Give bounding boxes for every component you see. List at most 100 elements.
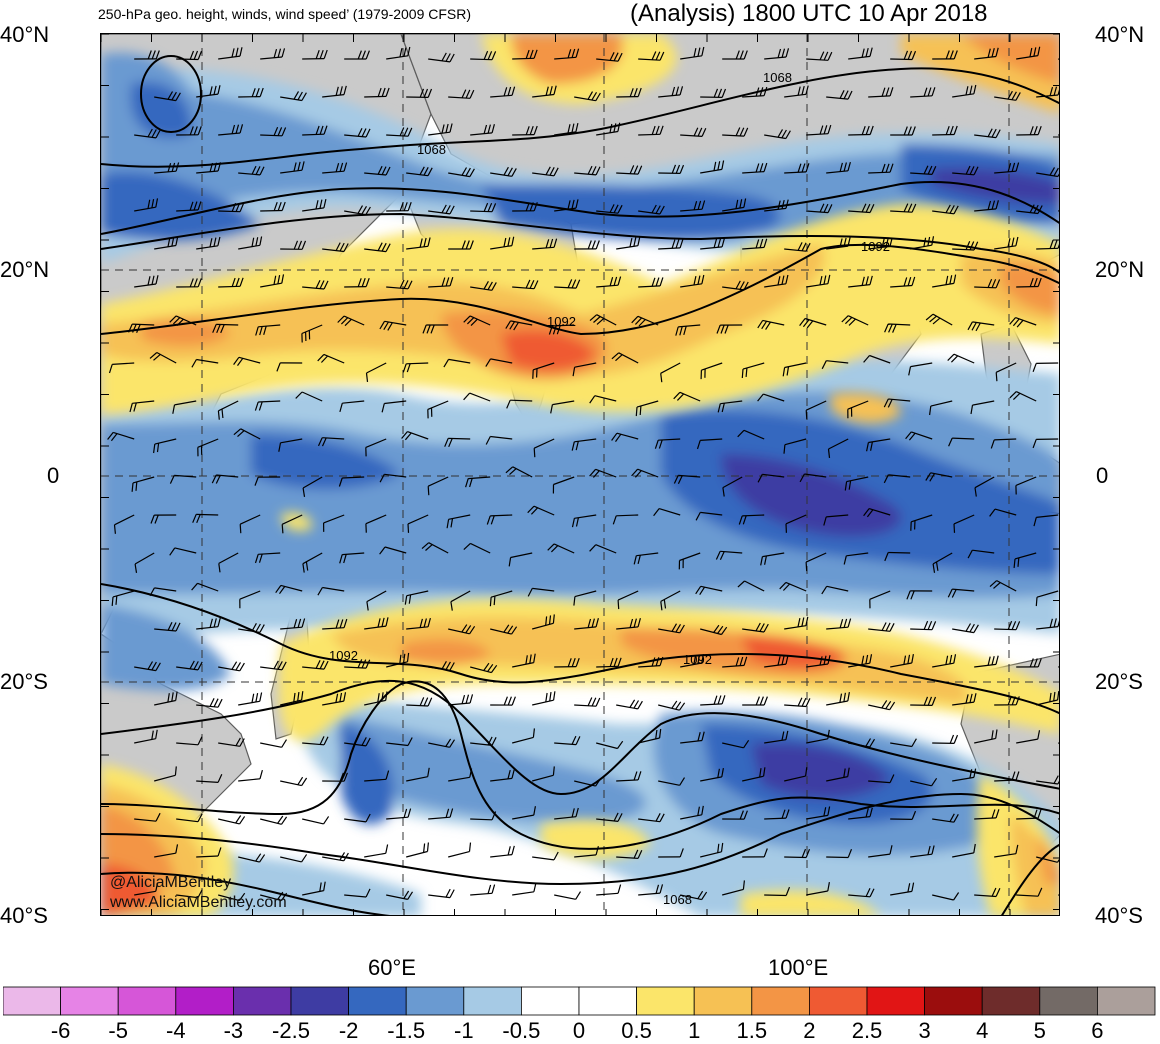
wind-barb-feather: [721, 626, 728, 635]
wind-barb-feather: [487, 124, 491, 134]
wind-barb-feather: [427, 237, 431, 247]
colorbar-swatch: [578, 986, 637, 1016]
wind-barb-feather: [1053, 691, 1056, 701]
wind-barb-feather: [721, 88, 727, 98]
wind-barb-feather: [302, 487, 306, 497]
wind-barb-feather: [505, 466, 514, 474]
wind-barb-feather: [617, 657, 622, 667]
wind-barb-feather: [419, 618, 423, 628]
wind-barb-feather: [155, 50, 160, 60]
wind-barb-feather: [763, 86, 768, 96]
wind-barb-feather: [844, 316, 853, 325]
colorbar-swatch: [809, 986, 868, 1016]
wind-barb-feather: [761, 320, 768, 330]
wind-barb-feather: [806, 320, 814, 329]
wind-barb-feather: [192, 514, 197, 523]
wind-barb-feather: [660, 373, 663, 383]
wind-barb-feather: [631, 315, 639, 324]
wind-barb-feather: [487, 663, 494, 672]
wind-barb-feather: [673, 475, 679, 484]
colorbar-swatch: [175, 986, 234, 1016]
wind-barb-feather: [591, 618, 595, 628]
wind-barb-feather: [259, 624, 265, 633]
wind-barb-feather: [507, 846, 511, 856]
wind-barb-feather: [233, 428, 242, 436]
wind-barb-feather: [403, 280, 409, 289]
wind-barb-feather: [595, 697, 601, 707]
wind-barb-feather: [263, 325, 267, 335]
wind-barb-feather: [423, 237, 427, 247]
wind-barb-feather: [885, 87, 890, 97]
wind-barb-feather: [995, 655, 999, 665]
wind-barb-feather: [827, 729, 830, 739]
wind-barb-feather: [511, 769, 515, 779]
wind-barb-feather: [406, 363, 411, 373]
contour-label: 1068: [763, 70, 792, 85]
wind-barb-feather: [991, 128, 997, 138]
wind-barb-feather: [209, 698, 215, 707]
wind-barb-feather: [881, 87, 886, 97]
wind-barb-feather: [759, 623, 765, 632]
wind-barb-feather: [595, 778, 602, 787]
wind-barb-feather: [823, 125, 828, 135]
wind-barb: [638, 133, 661, 136]
colorbar-tick-label: -1: [454, 1018, 474, 1043]
wind-barb-feather: [339, 86, 343, 96]
wind-barb: [470, 818, 493, 821]
wind-barb: [846, 552, 869, 557]
wind-barb-feather: [379, 546, 386, 555]
wind-barb-feather: [511, 845, 515, 855]
wind-barb-feather: [449, 205, 455, 215]
wind-barb-feather: [801, 85, 805, 95]
wind-barb-feather: [339, 772, 344, 782]
wind-barb-feather: [724, 324, 729, 334]
wind-barb-feather: [490, 664, 498, 673]
wind-barb-feather: [155, 662, 161, 671]
wind-barb-feather: [671, 623, 678, 632]
wind-barb-feather: [617, 122, 621, 132]
wind-barb-feather: [465, 694, 470, 704]
wind-barb-feather: [995, 888, 1001, 897]
wind-barb-feather: [239, 47, 243, 57]
wind-barb-feather: [525, 202, 530, 212]
wind-barb-feather: [595, 618, 599, 628]
wind-barb-feather: [757, 320, 764, 329]
wind-barb-feather: [805, 163, 810, 173]
wind-barb-feather: [763, 767, 766, 777]
wind-barb-feather: [743, 127, 749, 137]
wind-barb: [384, 400, 407, 405]
wind-barb-feather: [469, 168, 475, 177]
lat-label-left-20n: 20°N: [0, 257, 50, 282]
wind-barb-feather: [254, 476, 259, 486]
wind-barb-feather: [403, 653, 406, 663]
wind-barb-feather: [383, 321, 389, 331]
wind-barb-feather: [693, 127, 699, 137]
wind-barb-feather: [302, 563, 305, 573]
wind-barb-feather: [549, 167, 555, 176]
colorbar-tick-label: -2: [338, 1018, 359, 1043]
wind-barb-feather: [911, 738, 917, 747]
wind-barb-feather: [889, 774, 895, 783]
wind-barb: [994, 508, 1017, 516]
wind-barb-feather: [781, 731, 785, 741]
wind-barb-feather: [235, 737, 241, 746]
wind-barb-feather: [927, 165, 933, 175]
wind-barb-feather: [717, 88, 723, 98]
wind-barb: [972, 549, 995, 554]
wind-barb-feather: [1033, 277, 1038, 287]
wind-barb-feather: [132, 323, 137, 333]
wind-barb-feather: [571, 279, 577, 289]
wind-barb-feather: [235, 202, 241, 212]
wind-barb-feather: [293, 692, 296, 702]
wind-barb-feather: [847, 767, 850, 777]
wind-barb-feather: [596, 317, 605, 325]
wind-barb: [552, 400, 575, 406]
wind-barb-feather: [343, 618, 348, 628]
wind-barb-feather: [713, 624, 720, 633]
wind-barb-feather: [697, 890, 704, 900]
wind-barb-feather: [217, 698, 223, 708]
lat-label-left-20s: 20°S: [0, 669, 48, 694]
wind-barb-feather: [991, 279, 997, 288]
wind-barb-feather: [848, 480, 852, 490]
wind-barb-feather: [507, 167, 513, 176]
